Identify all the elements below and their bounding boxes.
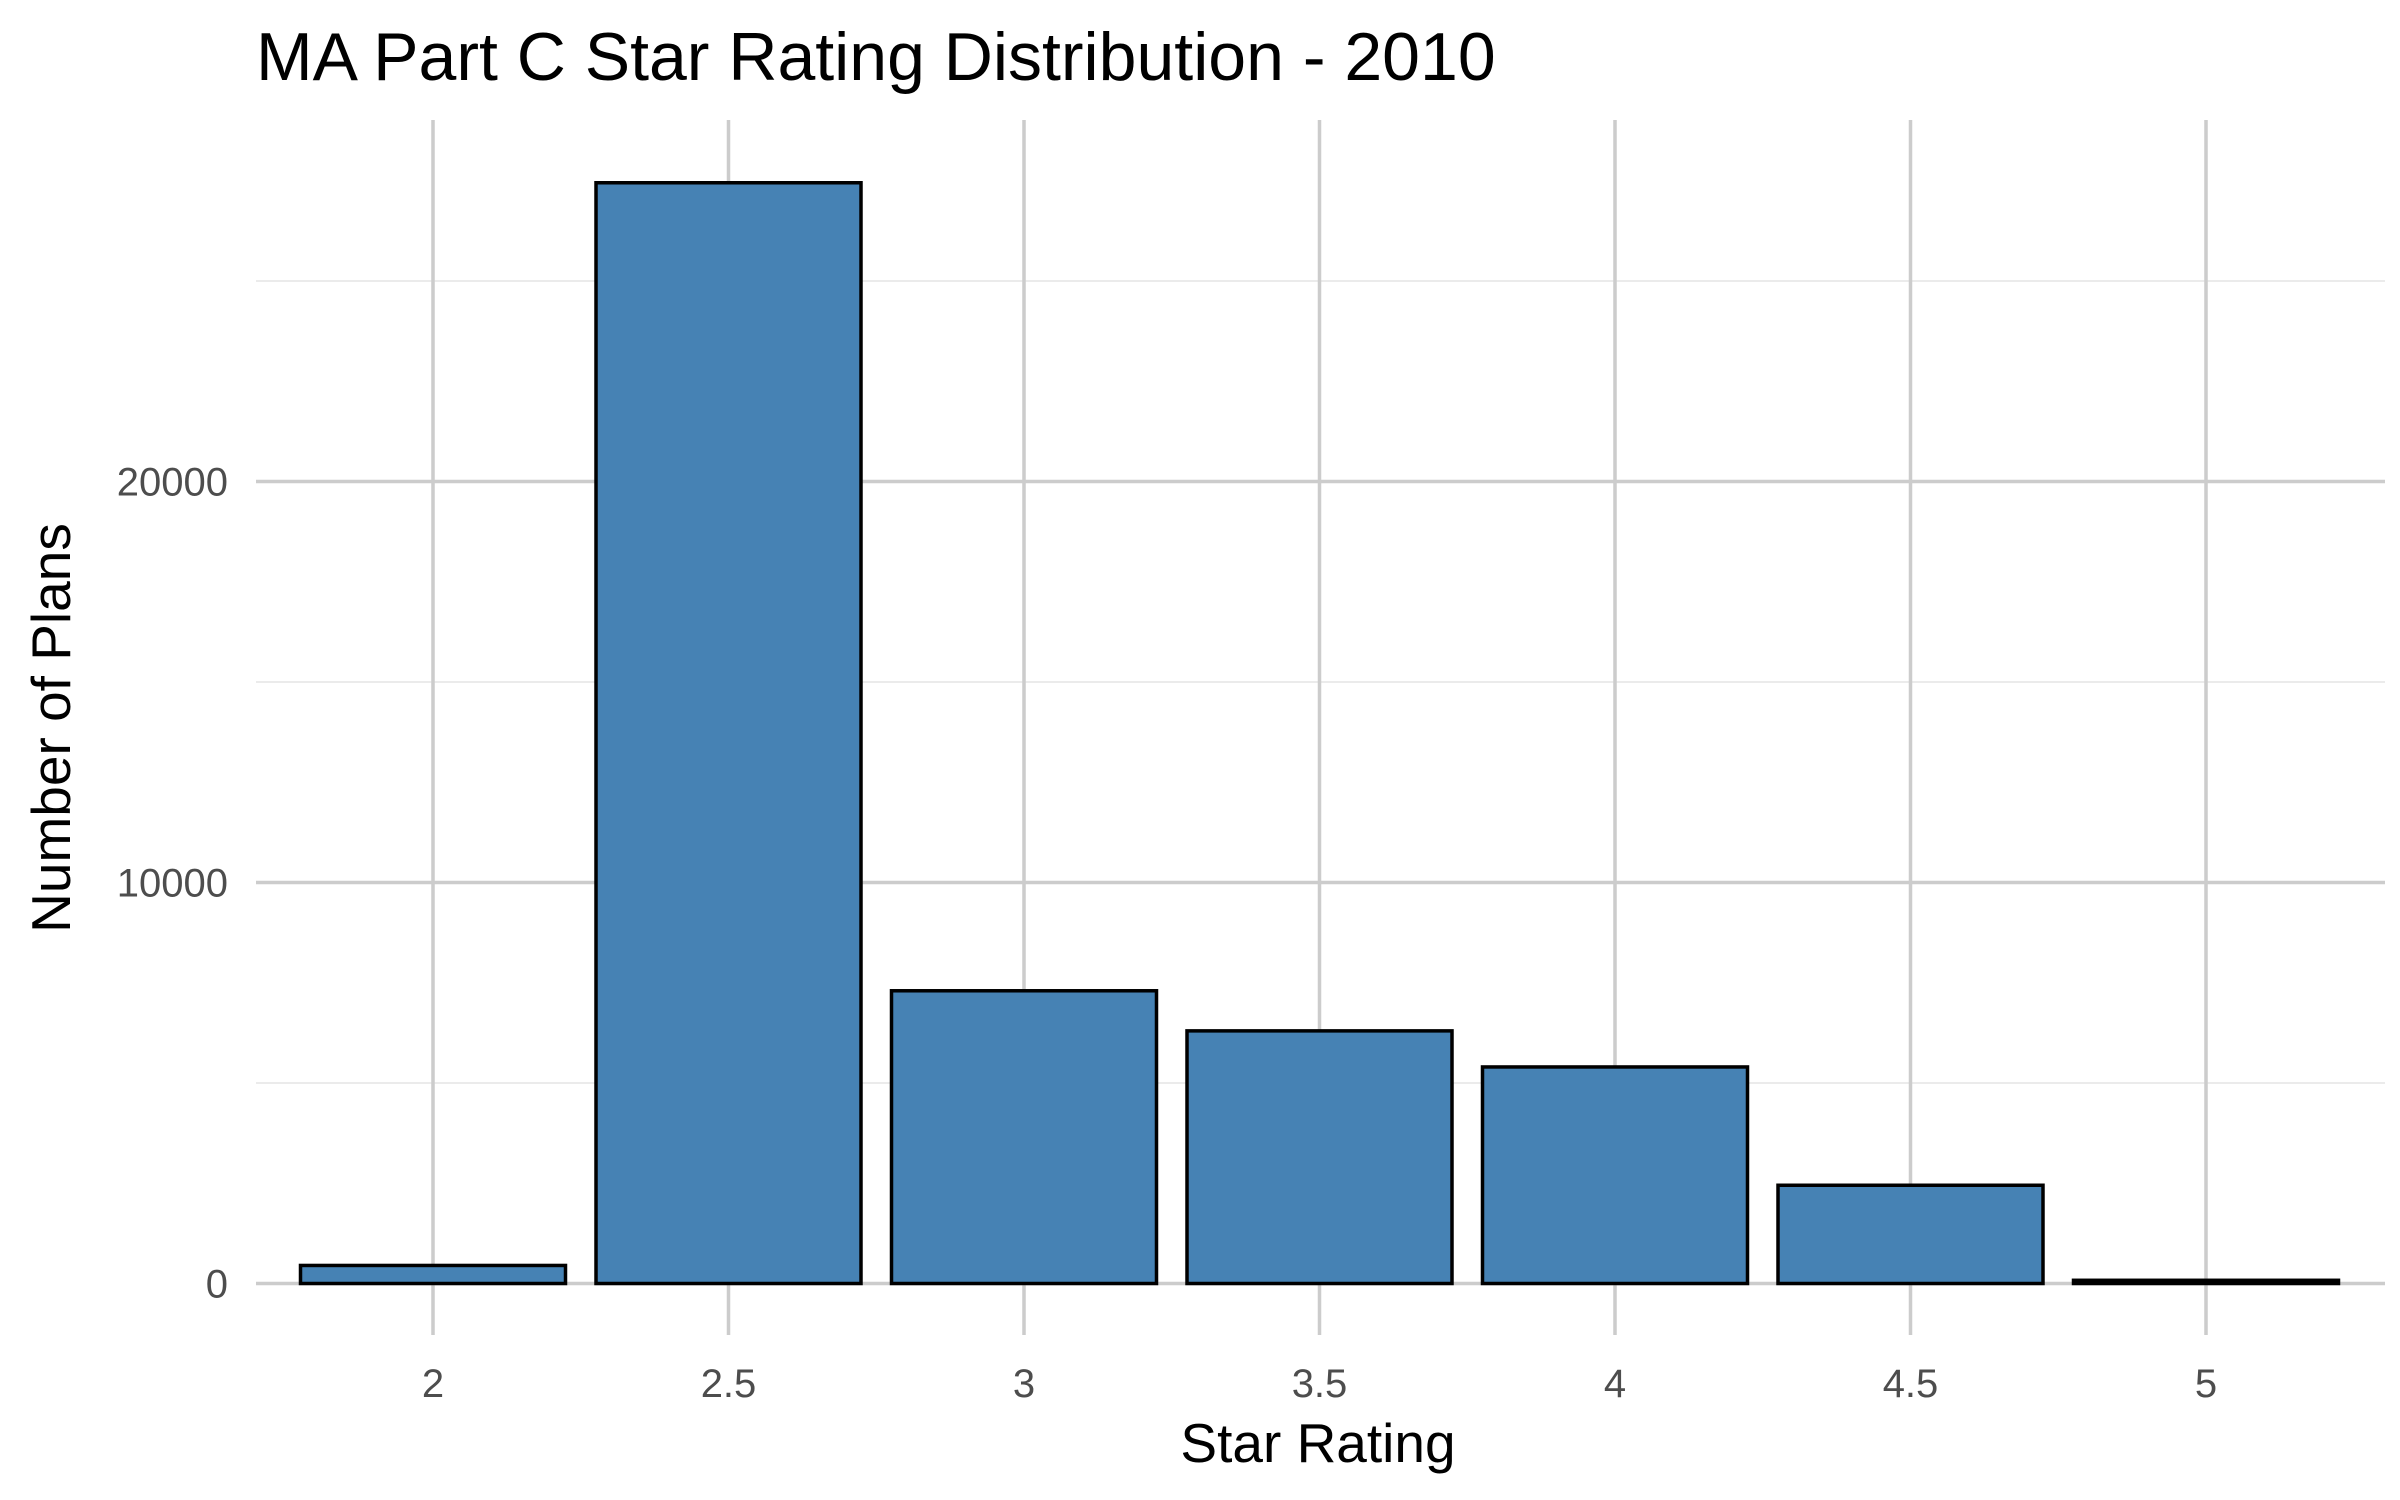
x-tick-label: 4 [1604,1362,1626,1406]
x-tick-label: 5 [2195,1362,2217,1406]
bar-4.5 [1776,1183,2045,1286]
bar-4 [1480,1065,1750,1286]
bar-5 [2071,1278,2341,1286]
x-tick-label: 2.5 [701,1362,757,1406]
x-tick-label: 2 [422,1362,444,1406]
y-tick-label: 10000 [117,862,228,906]
tick-labels: 2 2.5 3 3.5 4 4.5 5 0 10000 20000 [117,461,2217,1407]
x-tick-label: 3.5 [1292,1362,1348,1406]
x-tick-label: 3 [1013,1362,1035,1406]
bar-3.5 [1185,1029,1454,1286]
bar-2.5 [594,181,863,1286]
y-tick-label: 20000 [117,461,228,505]
y-axis-title: Number of Plans [20,523,82,933]
bar-2 [298,1263,568,1286]
x-axis-title: Star Rating [1180,1412,1455,1474]
chart-title: MA Part C Star Rating Distribution - 201… [256,19,1496,95]
x-tick-label: 4.5 [1883,1362,1939,1406]
bar-3 [889,989,1159,1286]
y-tick-label: 0 [206,1263,228,1307]
bars [298,181,2341,1286]
